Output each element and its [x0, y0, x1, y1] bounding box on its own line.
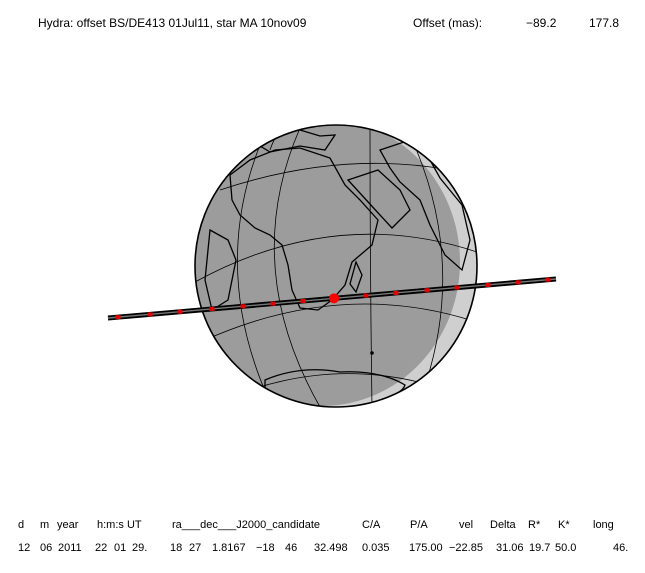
globe-outline: [194, 124, 478, 408]
table-cell: 1.8167: [212, 542, 246, 554]
table-cell: 18: [170, 542, 182, 554]
table-cell: 46: [285, 542, 297, 554]
table-header: R*: [528, 519, 541, 531]
offset-value: 177.8: [589, 16, 619, 30]
occultation-track: [107, 276, 557, 321]
table-header: P/A: [410, 519, 428, 531]
track-tick: [209, 306, 215, 311]
offset-value: −89.2: [526, 16, 557, 30]
globe-night: [195, 125, 477, 407]
track-tick: [115, 315, 121, 320]
table-header: vel: [459, 519, 473, 531]
title: Hydra: offset BS/DE413 01Jul11, star MA …: [38, 16, 307, 30]
table-cell: 29.: [132, 542, 147, 554]
table-cell: 50.0: [555, 542, 576, 554]
table-header: year: [57, 519, 79, 531]
table: d m year h:m:s UT ra___dec___J2000_candidate…: [18, 519, 628, 554]
table-cell: 175.00: [409, 542, 443, 554]
track-tick: [300, 299, 306, 304]
table-header: K*: [558, 519, 570, 531]
table-cell: 2011: [58, 542, 82, 554]
table-cell: 32.498: [314, 542, 348, 554]
table-header: C/A: [362, 519, 381, 531]
table-cell: −18: [256, 542, 275, 554]
table-cell: 31.06: [496, 542, 524, 554]
table-cell: 19.7: [529, 542, 550, 554]
table-cell: 01: [114, 542, 126, 554]
table-header: h:m:s UT: [97, 519, 142, 531]
track-tick: [147, 312, 153, 317]
track-tick: [545, 277, 551, 282]
track-tick: [424, 288, 430, 293]
table-cell: 46.: [613, 542, 628, 554]
table-cell: 27: [189, 542, 201, 554]
track-tick: [515, 280, 521, 285]
table-cell: −22.85: [449, 542, 483, 554]
star-position: [329, 293, 339, 304]
offset-label: Offset (mas):: [413, 16, 482, 30]
track-tick: [177, 309, 183, 314]
track-tick: [240, 304, 246, 309]
track-tick: [393, 290, 399, 295]
track-tick: [363, 293, 369, 298]
globe: [194, 124, 478, 408]
table-cell: 12: [18, 542, 30, 554]
track-tick: [270, 301, 276, 306]
table-cell: 06: [40, 542, 52, 554]
table-header: Delta: [490, 519, 517, 531]
table-header: m: [40, 519, 49, 531]
track-tick: [454, 285, 460, 290]
table-cell: 0.035: [362, 542, 390, 554]
table-header: long: [593, 519, 614, 531]
table-cell: 22: [95, 542, 107, 554]
track-tick: [485, 282, 491, 287]
table-header: d: [18, 519, 24, 531]
table-header: ra___dec___J2000_candidate: [172, 519, 320, 531]
graticule: [195, 125, 477, 407]
